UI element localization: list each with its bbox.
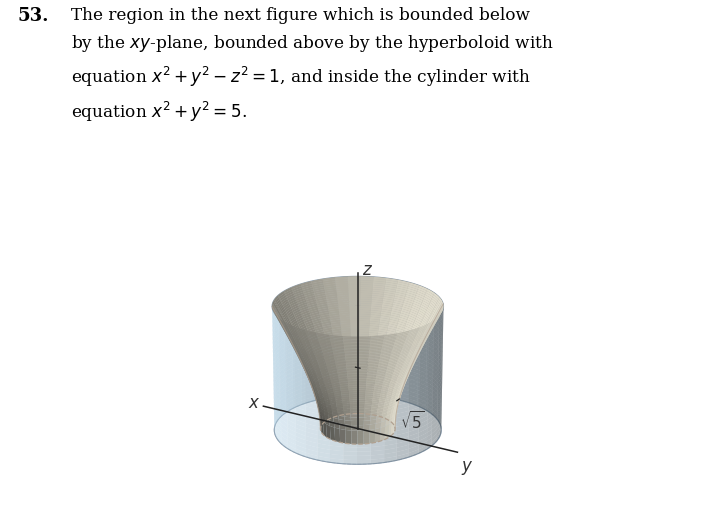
Text: The region in the next figure which is bounded below
by the $xy$-plane, bounded : The region in the next figure which is b…	[71, 7, 554, 124]
Text: 53.: 53.	[18, 7, 49, 25]
